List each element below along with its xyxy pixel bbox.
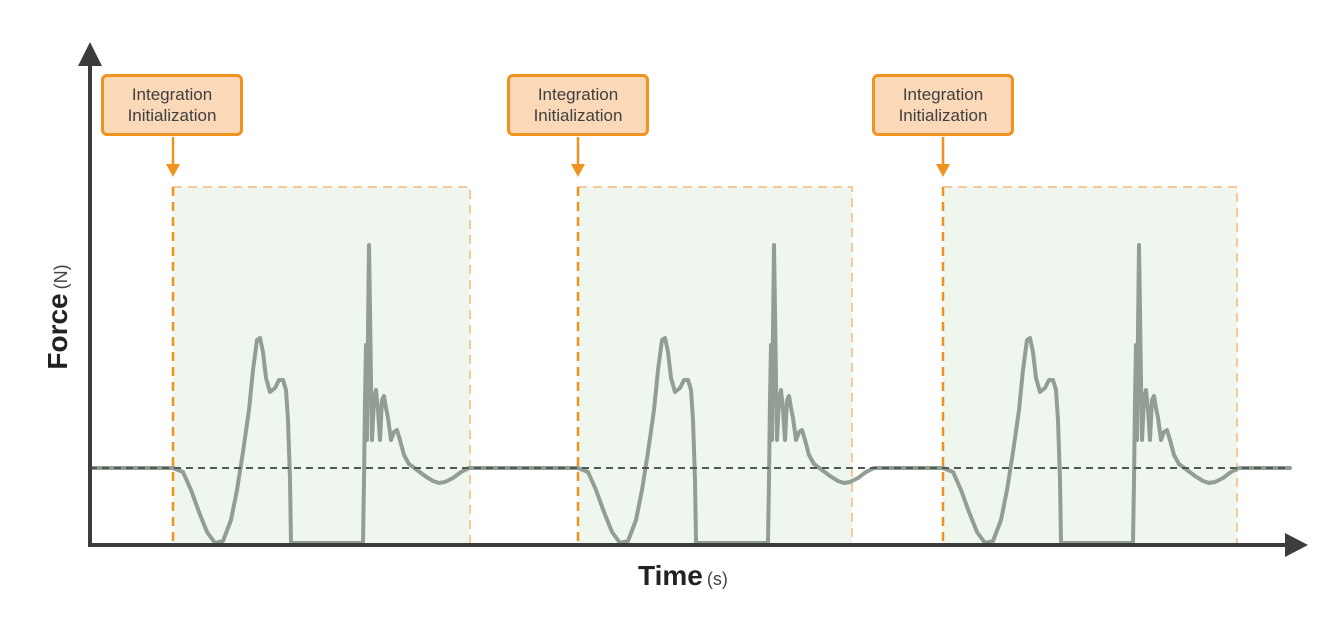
axes <box>78 42 1308 557</box>
integration-window-border <box>578 186 853 544</box>
y-axis-title: Force <box>42 293 73 370</box>
callout-line-1: Integration <box>902 85 984 104</box>
callout-arrow-3 <box>936 137 950 177</box>
callout-line-1: Integration <box>537 85 619 104</box>
callout-arrow-2 <box>571 137 585 177</box>
callout-line-1: Integration <box>131 85 213 104</box>
integration-window-border <box>173 186 471 544</box>
callout-line-2: Initialization <box>898 106 988 125</box>
x-axis-label: Time (s) <box>638 560 728 592</box>
force-signal-line <box>88 243 1292 545</box>
callout-line-2: Initialization <box>127 106 217 125</box>
integration-window-2 <box>576 186 853 544</box>
y-axis-arrow-icon <box>78 42 102 66</box>
integration-window-region <box>173 187 470 544</box>
x-axis-arrow-icon <box>1285 533 1308 557</box>
integration-window-3 <box>941 186 1238 544</box>
y-axis-unit: (N) <box>51 264 71 290</box>
y-axis-label: Force (N) <box>42 264 74 369</box>
integration-window-1 <box>171 186 471 544</box>
integration-window-border <box>943 186 1238 544</box>
integration-initialization-callout-3: Integration Initialization <box>872 74 1014 136</box>
x-axis-title: Time <box>638 560 703 591</box>
integration-windows <box>171 186 1238 544</box>
callout-arrows <box>166 137 950 177</box>
callout-line-2: Initialization <box>533 106 623 125</box>
integration-initialization-callout-1: Integration Initialization <box>101 74 243 136</box>
x-axis-unit: (s) <box>706 569 728 589</box>
integration-initialization-callout-2: Integration Initialization <box>507 74 649 136</box>
integration-window-region <box>578 187 852 544</box>
callout-arrow-1 <box>166 137 180 177</box>
integration-window-region <box>943 187 1237 544</box>
